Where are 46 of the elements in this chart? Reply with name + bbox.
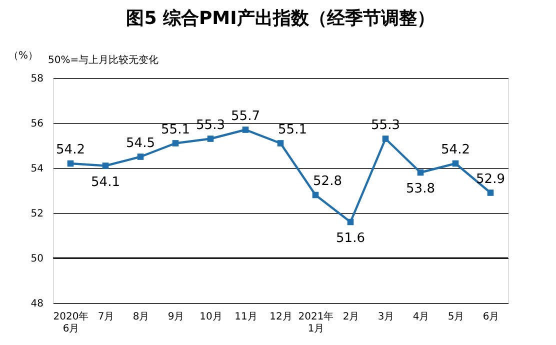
data-label: 51.6: [336, 231, 365, 246]
point: [452, 160, 459, 167]
x-tick-label: 12月: [270, 312, 292, 322]
point: [242, 126, 249, 133]
point: [172, 140, 179, 146]
data-label: 54.2: [441, 142, 470, 158]
x-tick-label: 2020年 6月: [53, 310, 89, 334]
y-tick-label: 56: [30, 118, 44, 130]
data-label: 55.1: [278, 122, 307, 138]
data-label: 53.8: [406, 182, 435, 196]
data-label: 52.8: [313, 174, 342, 189]
y-tick-label: 54: [30, 164, 44, 174]
x-tick-label: 10月: [200, 312, 222, 322]
text: 50%=与上月比较无变化: [48, 54, 159, 66]
y-tick-label: 50: [30, 254, 44, 264]
point: [137, 154, 144, 160]
x-tick-label: 3月: [378, 312, 394, 322]
chart-title: 图5 综合PMI产出指数（经季节调整）: [126, 8, 435, 29]
y-axis-title: （%）: [8, 50, 38, 62]
point: [347, 218, 354, 226]
point: [417, 169, 424, 176]
x-tick-label: 2021年 1月: [298, 310, 334, 334]
x-tick-label: 8月: [132, 312, 150, 322]
point: [102, 162, 109, 169]
data-label: 55.1: [161, 122, 190, 138]
point: [312, 192, 319, 198]
y-tick-label: 48: [30, 298, 44, 310]
y-tick-label: 52: [30, 208, 44, 220]
point: [207, 136, 214, 142]
point: [487, 190, 494, 196]
x-tick-label: 4月: [412, 312, 430, 322]
x-tick-label: 5月: [448, 312, 464, 322]
x-tick-label: 9月: [168, 312, 184, 322]
x-tick-label: 11月: [234, 312, 258, 322]
data-label: 52.9: [476, 172, 505, 187]
point: [67, 160, 74, 167]
x-tick-label: 2月: [342, 312, 360, 322]
data-label: 54.2: [56, 142, 85, 158]
point: [382, 136, 389, 142]
point: [277, 140, 284, 146]
x-tick-label: 7月: [98, 312, 114, 322]
x-tick-label: 6月: [482, 312, 500, 322]
data-label: 54.1: [91, 174, 120, 190]
data-label: 55.7: [231, 108, 260, 124]
data-label: 54.5: [126, 136, 155, 151]
y-tick-label: 58: [30, 74, 44, 84]
